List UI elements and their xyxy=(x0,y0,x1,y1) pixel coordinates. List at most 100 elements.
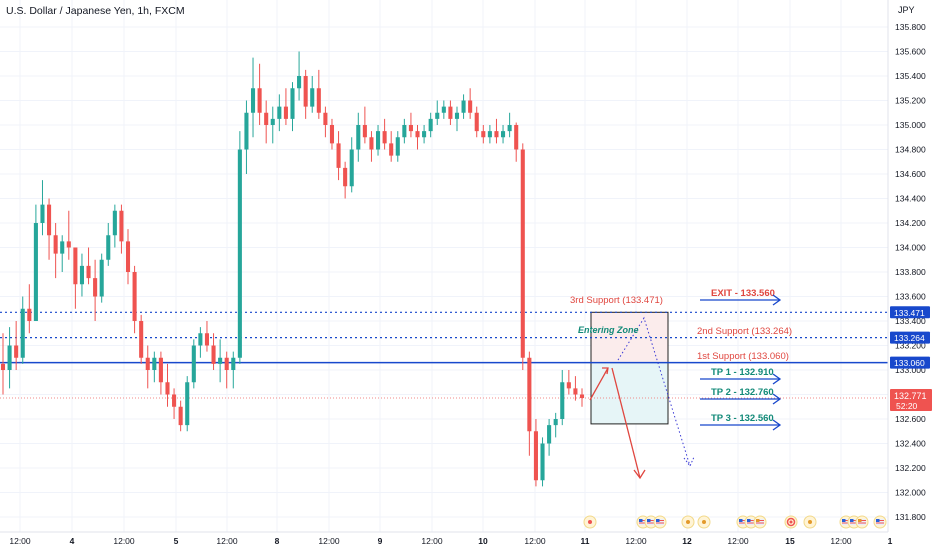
y-tick-label: 133.800 xyxy=(895,267,926,277)
event-dot-icon xyxy=(686,520,690,524)
first-support-label: 1st Support (133.060) xyxy=(697,351,789,362)
time-axis xyxy=(0,532,888,550)
candle-body xyxy=(566,382,571,389)
profit-zone xyxy=(591,362,668,424)
price-countdown: 52:20 xyxy=(896,401,918,411)
candle-body xyxy=(224,357,229,370)
event-dot-icon xyxy=(588,520,592,524)
candle-body xyxy=(329,125,335,144)
candle-body xyxy=(250,88,256,113)
candle-body xyxy=(66,241,71,248)
candle-body xyxy=(40,204,45,223)
us-flag-icon xyxy=(647,519,655,525)
x-tick-label: 12:00 xyxy=(625,536,647,546)
candle-body xyxy=(560,382,565,419)
candle-body xyxy=(73,247,78,285)
us-flag-icon xyxy=(739,519,747,525)
candle-body xyxy=(303,76,308,107)
candle-body xyxy=(165,382,170,395)
candle-body xyxy=(514,125,519,150)
candle-body xyxy=(435,112,440,119)
candle-body xyxy=(297,76,302,89)
us-flag-canton xyxy=(850,519,854,522)
tp1-label: TP 1 - 132.910 xyxy=(711,367,774,378)
candle-body xyxy=(198,333,203,346)
candle-body xyxy=(336,143,341,168)
entering-zone-label: Entering Zone xyxy=(578,325,639,335)
event-dot-icon xyxy=(789,520,793,524)
us-flag-icon xyxy=(850,519,858,525)
x-tick-label: 8 xyxy=(275,536,280,546)
candle-body xyxy=(264,112,269,125)
candle-body xyxy=(422,131,427,138)
price-axis xyxy=(888,0,932,550)
candle-body xyxy=(540,443,545,481)
tp1-arrowhead xyxy=(772,373,782,385)
candle-body xyxy=(494,131,499,138)
candle-body xyxy=(487,131,492,138)
candle-body xyxy=(231,357,236,370)
tp2-arrowhead xyxy=(772,393,782,405)
x-tick-label: 12:00 xyxy=(421,536,443,546)
y-tick-label: 132.600 xyxy=(895,414,926,424)
y-tick-label: 133.200 xyxy=(895,341,926,351)
zone-frame xyxy=(590,311,669,425)
candle-body xyxy=(362,125,367,138)
exit-arrowhead xyxy=(772,294,782,306)
candle-body xyxy=(152,357,157,370)
candle-body xyxy=(323,112,328,125)
event-ring-icon xyxy=(786,517,796,527)
us-flag-icon xyxy=(842,519,850,525)
candle-body xyxy=(579,394,585,399)
candle-body xyxy=(86,265,91,279)
y-tick-label: 133.600 xyxy=(895,292,926,302)
x-tick-label: 12:00 xyxy=(9,536,31,546)
y-tick-label: 135.400 xyxy=(895,71,926,81)
candle-body xyxy=(257,88,262,113)
tp2-label: TP 2 - 132.760 xyxy=(711,387,774,398)
x-tick-label: 9 xyxy=(378,536,383,546)
x-tick-label: 12 xyxy=(682,536,692,546)
candle-body xyxy=(382,131,387,144)
candle-body xyxy=(204,333,210,346)
candle-body xyxy=(454,112,460,119)
us-flag-canton xyxy=(756,519,760,522)
us-flag-icon xyxy=(876,519,884,525)
us-flag-canton xyxy=(858,519,862,522)
candle-body xyxy=(395,137,400,156)
x-tick-label: 1 xyxy=(888,536,893,546)
entry-arrow-up xyxy=(589,367,609,401)
y-tick-label: 134.400 xyxy=(895,194,926,204)
candle-body xyxy=(0,363,6,370)
us-flag-icon xyxy=(639,519,647,525)
candle-body xyxy=(474,112,479,132)
candle-body xyxy=(553,419,558,426)
candle-body xyxy=(468,100,473,113)
us-flag-canton xyxy=(639,519,643,522)
projection-dotted xyxy=(617,316,691,467)
price-line-value: 133.471 xyxy=(894,308,925,318)
projection-dotted-head xyxy=(683,456,695,467)
candle-body xyxy=(507,125,512,132)
candle-body xyxy=(481,131,486,138)
y-tick-label: 135.200 xyxy=(895,96,926,106)
y-tick-label: 131.800 xyxy=(895,512,926,522)
target-arrow-head xyxy=(633,469,646,480)
candle-body xyxy=(211,345,216,364)
candle-body xyxy=(501,131,506,138)
y-tick-label: 135.000 xyxy=(895,120,926,130)
price-line-badge xyxy=(890,306,930,319)
candle-body xyxy=(145,357,150,370)
candle-body xyxy=(573,388,578,395)
candle-body xyxy=(218,357,223,364)
candle-body xyxy=(237,149,242,358)
candle-body xyxy=(547,425,552,444)
us-flag-canton xyxy=(739,519,743,522)
candle-body xyxy=(441,106,446,113)
event-dot-icon xyxy=(702,520,706,524)
tp3-label: TP 3 - 132.560 xyxy=(711,413,774,424)
candle-body xyxy=(33,223,38,321)
candle-body xyxy=(415,131,420,138)
x-tick-label: 10 xyxy=(478,536,488,546)
